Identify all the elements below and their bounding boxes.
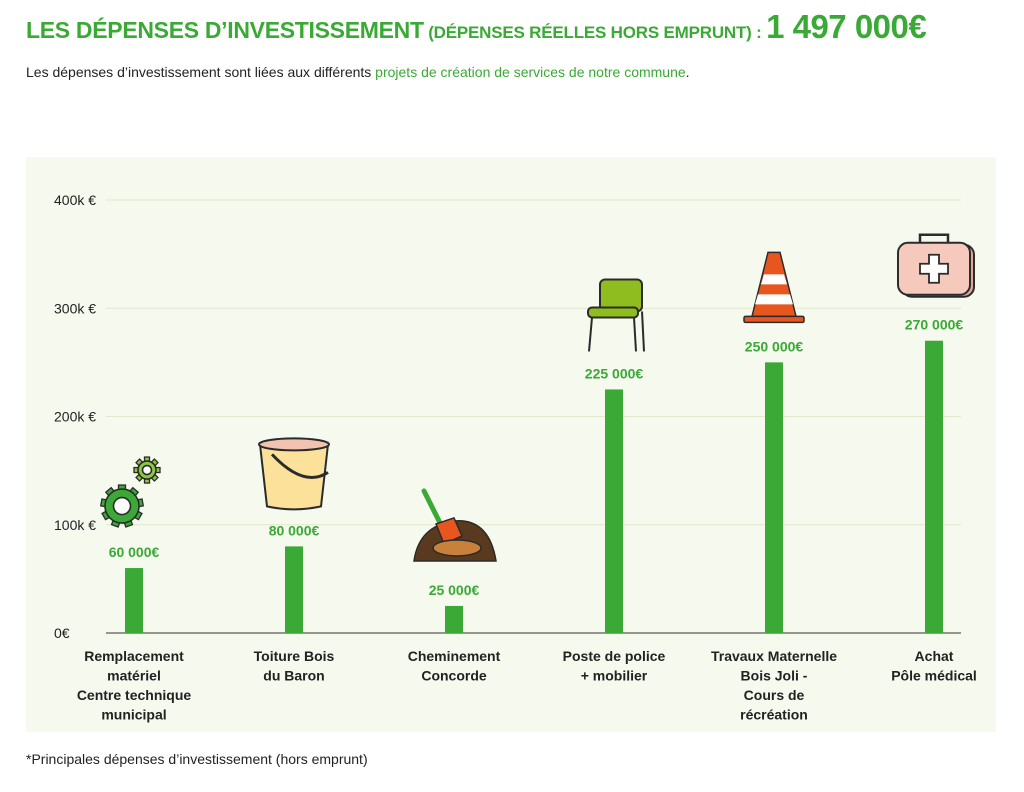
intro-text-after: . (685, 64, 690, 80)
bar (925, 340, 943, 633)
bar-value-label: 270 000€ (905, 317, 964, 333)
shovel-dirt-icon (413, 488, 497, 562)
x-category-label: municipal (101, 707, 166, 723)
x-category-label: Bois Joli - (741, 668, 808, 684)
y-tick-label: 300k € (54, 300, 96, 316)
title-sub: (DÉPENSES RÉELLES HORS EMPRUNT) : (428, 23, 762, 42)
x-category-label: Cheminement (408, 648, 501, 664)
page-title: LES DÉPENSES D’INVESTISSEMENT (DÉPENSES … (26, 8, 927, 46)
bar-value-label: 80 000€ (269, 522, 320, 538)
x-category-label: Toiture Bois (254, 648, 335, 664)
chair-icon (587, 278, 645, 352)
bar (605, 389, 623, 633)
y-tick-label: 400k € (54, 192, 96, 208)
footnote: *Principales dépenses d’investissement (… (26, 751, 368, 767)
x-category-label: Poste de police (563, 648, 666, 664)
x-category-label: Cours de (744, 687, 805, 703)
gears-icon (99, 456, 161, 528)
bucket-icon (258, 437, 330, 511)
bar-value-label: 250 000€ (745, 338, 804, 354)
bar-value-label: 25 000€ (429, 582, 480, 598)
y-tick-label: 100k € (54, 517, 96, 533)
x-category-label: matériel (107, 668, 161, 684)
bar-value-label: 225 000€ (585, 365, 644, 381)
y-tick-label: 200k € (54, 409, 96, 425)
intro-link[interactable]: projets de création de services de notre… (375, 64, 686, 80)
bar-chart: 0€ 100k € 200k € 300k € 400k € 60 000€ Remplac… (54, 192, 977, 723)
first-aid-kit-icon (897, 233, 975, 298)
x-category-label: Concorde (421, 668, 487, 684)
bar (445, 605, 463, 633)
title-main: LES DÉPENSES D’INVESTISSEMENT (26, 17, 424, 43)
x-category-label: Remplacement (84, 648, 184, 664)
title-amount: 1 497 000€ (766, 8, 927, 45)
bar-value-label: 60 000€ (109, 544, 160, 560)
x-category-label: Travaux Maternelle (711, 648, 837, 664)
intro-text: Les dépenses d’investissement sont liées… (26, 64, 690, 80)
intro-text-before: Les dépenses d’investissement sont liées… (26, 64, 376, 80)
chart-panel: 0€ 100k € 200k € 300k € 400k € 60 000€ Remplac… (26, 157, 996, 732)
x-category-label: + mobilier (581, 668, 648, 684)
traffic-cone-icon (743, 251, 805, 324)
y-tick-label: 0€ (54, 625, 70, 641)
x-category-label: Pôle médical (891, 668, 977, 684)
x-category-label: Centre technique (77, 687, 192, 703)
bar (285, 546, 303, 633)
bar (765, 362, 783, 633)
x-category-label: du Baron (263, 668, 324, 684)
x-category-label: Achat (915, 648, 954, 664)
bar (125, 568, 143, 633)
x-category-label: récréation (740, 707, 808, 723)
